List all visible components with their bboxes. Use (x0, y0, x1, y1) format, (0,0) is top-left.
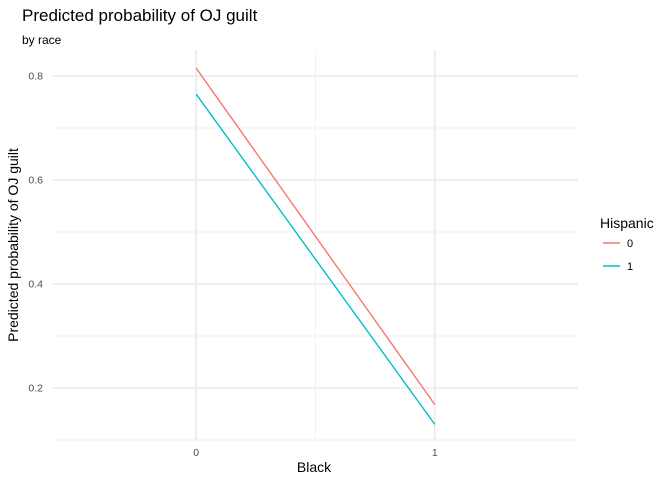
x-tick-label: 0 (193, 447, 199, 459)
y-axis-title: Predicted probability of OJ guilt (5, 148, 21, 342)
legend-label: 0 (627, 238, 633, 250)
y-tick-label: 0.2 (28, 383, 43, 395)
legend: Hispanic 0 1 (600, 215, 654, 273)
grid (53, 50, 578, 441)
x-axis-title: Black (297, 459, 332, 475)
series-line (195, 67, 436, 406)
y-tick-label: 0.6 (28, 175, 43, 187)
legend-label: 1 (627, 261, 633, 273)
y-axis-ticks: 0.2 0.4 0.6 0.8 (28, 71, 43, 395)
plot-lines (195, 67, 436, 425)
chart-subtitle: by race (22, 33, 62, 47)
y-tick-label: 0.8 (28, 71, 43, 83)
y-tick-label: 0.4 (28, 279, 43, 291)
legend-title: Hispanic (600, 215, 654, 231)
series-line (195, 93, 436, 425)
x-tick-label: 1 (432, 447, 438, 459)
chart-title: Predicted probability of OJ guilt (22, 6, 258, 25)
